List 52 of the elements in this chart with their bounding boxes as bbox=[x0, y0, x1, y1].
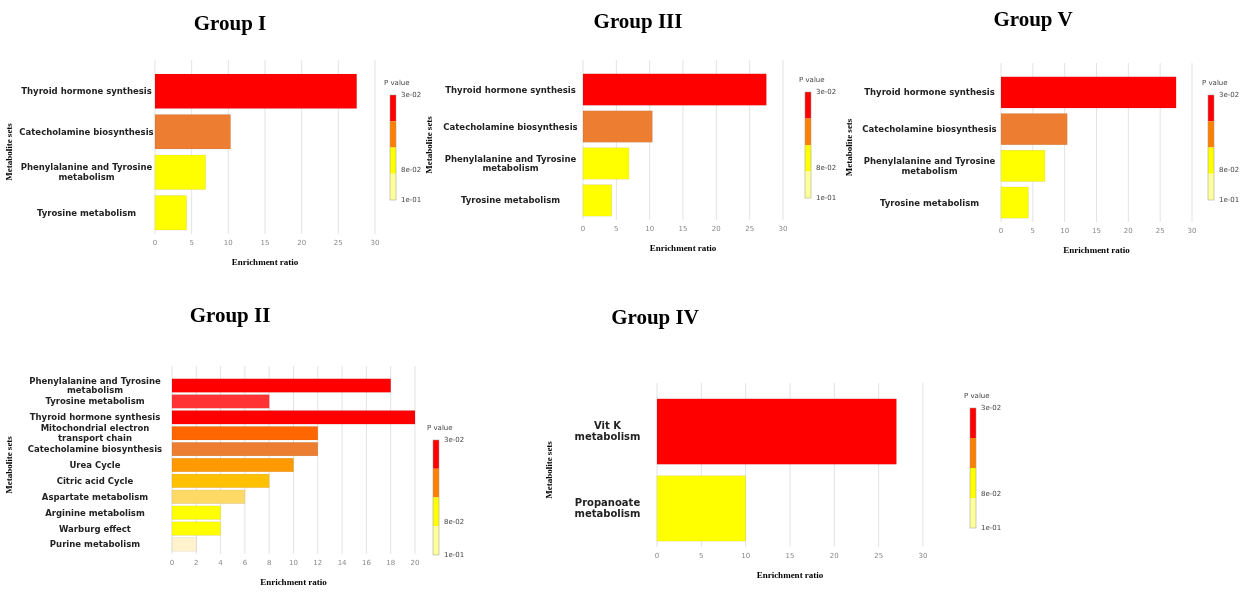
bar bbox=[154, 195, 187, 231]
bar bbox=[582, 184, 612, 217]
bar bbox=[1000, 76, 1177, 109]
y-tick-label: Tyrosine metabolism bbox=[879, 197, 980, 208]
chart-title: Group I bbox=[193, 11, 267, 35]
x-axis-title: Enrichment ratio bbox=[756, 570, 824, 580]
y-tick-label: Vit K metabolism bbox=[574, 419, 641, 443]
y-tick-label: Catecholamine biosynthesis bbox=[27, 443, 163, 454]
x-axis-title: Enrichment ratio bbox=[231, 257, 299, 267]
x-axis-title: Enrichment ratio bbox=[260, 577, 328, 587]
y-tick-label: Citric acid Cycle bbox=[56, 475, 134, 486]
y-tick-label: Arginine metabolism bbox=[45, 507, 145, 518]
bar bbox=[1000, 186, 1029, 219]
y-tick-label: Phenylalanine and Tyrosine metabolism bbox=[20, 161, 153, 182]
x-axis-title: Enrichment ratio bbox=[1063, 245, 1131, 255]
y-tick-label: Tyrosine metabolism bbox=[36, 207, 137, 218]
y-tick-label: Mitochondrial electron transport chain bbox=[40, 422, 150, 443]
chart-title: Group III bbox=[593, 9, 683, 33]
y-tick-label: Phenylalanine and Tyrosine metabolism bbox=[29, 375, 162, 395]
y-tick-label: Phenylalanine and Tyrosine metabolism bbox=[444, 153, 577, 173]
y-tick-label: Phenylalanine and Tyrosine metabolism bbox=[863, 155, 996, 176]
chart-title: Group V bbox=[993, 7, 1073, 31]
bar bbox=[582, 73, 767, 106]
bar bbox=[1000, 113, 1068, 145]
y-tick-label: Aspartate metabolism bbox=[41, 491, 149, 502]
y-axis-title: Metabolite sets bbox=[4, 122, 14, 181]
chart-title: Group II bbox=[189, 303, 271, 327]
y-tick-label: Catecholamine biosynthesis bbox=[862, 123, 997, 134]
x-axis-title: Enrichment ratio bbox=[649, 243, 717, 253]
y-tick-label: Tyrosine metabolism bbox=[45, 395, 145, 406]
bar bbox=[154, 114, 231, 150]
y-tick-label: Thyroid hormone synthesis bbox=[864, 86, 995, 97]
y-tick-label: Warburg effect bbox=[59, 523, 131, 534]
y-tick-label: Catecholamine biosynthesis bbox=[19, 126, 154, 137]
y-axis-title: Metabolite sets bbox=[544, 440, 554, 499]
y-tick-label: Propanoate metabolism bbox=[574, 496, 641, 520]
y-axis-title: Metabolite sets bbox=[844, 118, 854, 177]
y-tick-label: Thyroid hormone synthesis bbox=[21, 85, 152, 96]
bar bbox=[582, 110, 653, 143]
y-tick-label: Thyroid hormone synthesis bbox=[29, 411, 161, 422]
y-axis-title: Metabolite sets bbox=[4, 435, 14, 494]
bar bbox=[154, 154, 206, 190]
y-tick-label: Tyrosine metabolism bbox=[460, 194, 561, 205]
bar bbox=[582, 147, 630, 180]
y-tick-label: Thyroid hormone synthesis bbox=[445, 84, 576, 95]
y-tick-label: Urea Cycle bbox=[69, 459, 121, 470]
y-tick-label: Purine metabolism bbox=[49, 538, 141, 549]
chart-title: Group IV bbox=[611, 305, 699, 329]
bar bbox=[1000, 150, 1046, 182]
y-tick-label: Catecholamine biosynthesis bbox=[443, 121, 578, 132]
y-axis-title: Metabolite sets bbox=[424, 115, 434, 174]
bar bbox=[154, 73, 357, 109]
